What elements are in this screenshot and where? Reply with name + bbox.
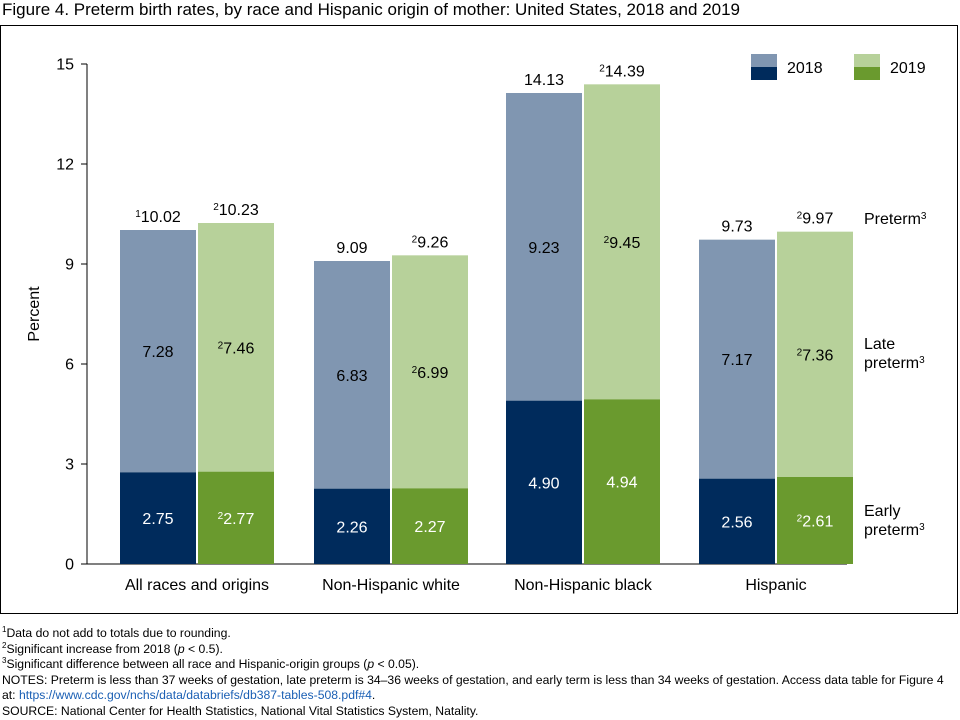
x-tick-label: Non-Hispanic black	[514, 577, 653, 594]
early-preterm-data-label: 4.94	[606, 475, 637, 492]
late-preterm-data-label: 27.46	[218, 340, 255, 358]
legend-label: 2018	[787, 60, 823, 77]
legend-label: 2019	[890, 60, 926, 77]
bar-late-preterm-2018	[120, 230, 196, 473]
late-preterm-data-label: 26.99	[412, 364, 449, 382]
bar-late-preterm-2018	[699, 239, 775, 479]
footnote-3: 3Significant difference between all race…	[2, 655, 420, 671]
bar-early-preterm-2019	[392, 488, 468, 564]
bar-late-preterm-2019	[392, 255, 468, 489]
late-preterm-data-label: 9.23	[528, 240, 559, 257]
preterm-total-data-label: 29.97	[797, 210, 834, 228]
x-tick-label: Non-Hispanic white	[322, 577, 460, 594]
early-preterm-data-label: 2.26	[336, 519, 367, 536]
preterm-total-data-label: 210.23	[213, 202, 259, 220]
footnotes: 1Data do not add to totals due to roundi…	[2, 624, 958, 719]
side-label-early-line2: preterm3	[864, 522, 925, 540]
late-preterm-data-label: 7.17	[721, 352, 752, 369]
bar-late-preterm-2019	[584, 84, 660, 400]
bar-early-preterm-2019	[584, 399, 660, 564]
bar-early-preterm-2018	[120, 472, 196, 564]
bar-early-preterm-2018	[699, 478, 775, 564]
footnote-1: 1Data do not add to totals due to roundi…	[2, 624, 231, 640]
bar-late-preterm-2018	[506, 93, 582, 401]
bar-early-preterm-2018	[314, 488, 390, 564]
x-tick-label: All races and origins	[125, 577, 269, 594]
legend-swatch-late	[854, 54, 880, 67]
late-preterm-data-label: 27.36	[797, 347, 834, 365]
side-label-late-line1: Late	[864, 336, 895, 353]
data-table-link[interactable]: https://www.cdc.gov/nchs/data/databriefs…	[18, 688, 372, 702]
early-preterm-data-label: 4.90	[528, 475, 559, 492]
y-tick-label: 6	[65, 357, 74, 374]
preterm-total-data-label: 110.02	[135, 209, 181, 227]
late-preterm-data-label: 6.83	[336, 368, 367, 385]
preterm-total-data-label: 14.13	[524, 72, 564, 89]
chart-panel: 0 3 6 9 12 15 Percent 2.75 7.28 110.02 22.77 27.46 2…	[0, 25, 958, 614]
stacked-bar-chart: 0 3 6 9 12 15 Percent 2.75 7.28 110.02 22.77 27.46 2…	[26, 54, 927, 594]
legend-swatch-early	[751, 67, 777, 80]
late-preterm-data-label: 7.28	[142, 344, 173, 361]
side-label-preterm: Preterm3	[864, 211, 927, 229]
y-tick-label: 3	[65, 457, 74, 474]
y-tick-label: 15	[56, 57, 74, 74]
side-label-early-line1: Early	[864, 503, 900, 520]
preterm-total-data-label: 9.73	[721, 219, 752, 236]
early-preterm-data-label: 2.56	[721, 514, 752, 531]
figure-title: Figure 4. Preterm birth rates, by race a…	[2, 0, 741, 19]
legend-swatch-late	[751, 54, 777, 67]
preterm-total-data-label: 9.09	[336, 240, 367, 257]
side-label-late-line2: preterm3	[864, 355, 925, 373]
bar-early-preterm-2019	[198, 471, 274, 564]
bar-late-preterm-2019	[198, 223, 274, 472]
early-preterm-data-label: 2.27	[414, 519, 445, 536]
source-text: SOURCE: National Center for Health Stati…	[2, 703, 479, 718]
y-tick-label: 12	[56, 157, 74, 174]
preterm-total-data-label: 29.26	[412, 234, 449, 252]
bar-late-preterm-2018	[314, 261, 390, 489]
notes-text: NOTES: Preterm is less than 37 weeks of …	[2, 672, 944, 703]
y-tick-label: 9	[65, 257, 74, 274]
bar-early-preterm-2019	[777, 477, 853, 564]
legend-swatch-early	[854, 67, 880, 80]
y-tick-label: 0	[65, 557, 74, 574]
late-preterm-data-label: 29.45	[604, 234, 641, 252]
y-axis-title: Percent	[26, 286, 43, 342]
early-preterm-data-label: 22.77	[218, 510, 255, 528]
footnote-2: 2Significant increase from 2018 (p < 0.5…	[2, 640, 223, 656]
preterm-total-data-label: 214.39	[599, 63, 645, 80]
bar-late-preterm-2019	[777, 231, 853, 477]
early-preterm-data-label: 2.75	[142, 511, 173, 528]
x-tick-label: Hispanic	[745, 577, 806, 594]
early-preterm-data-label: 22.61	[797, 513, 834, 531]
bar-early-preterm-2018	[506, 400, 582, 564]
